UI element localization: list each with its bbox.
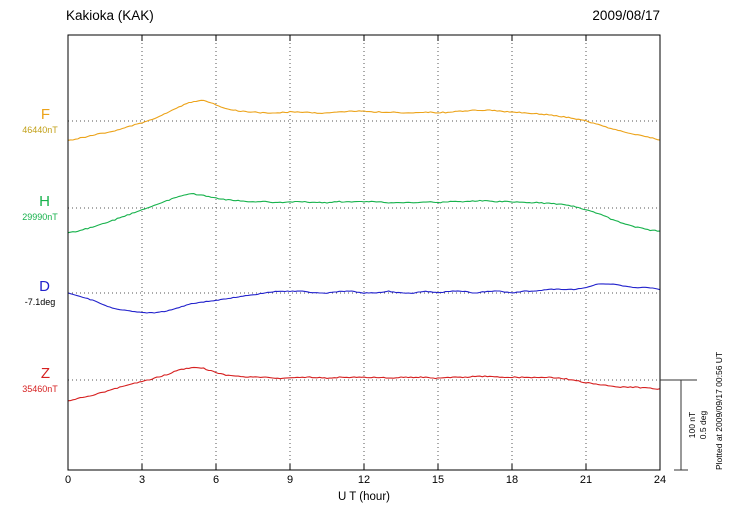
x-tick-label: 9 (286, 474, 294, 486)
trace-F (67, 99, 661, 141)
x-axis-label: U T (hour) (338, 491, 390, 503)
x-tick-label: 21 (579, 474, 593, 486)
x-tick-label: 18 (505, 474, 519, 486)
x-tick-label: 15 (431, 474, 445, 486)
series-baseline-F: 46440nT (22, 125, 58, 135)
plot-border (67, 34, 661, 471)
trace-D (67, 283, 661, 314)
x-tick-label: 6 (212, 474, 220, 486)
trace-H (67, 193, 661, 234)
series-baseline-D: -7.1deg (24, 297, 56, 307)
series-label-D: D (39, 278, 50, 295)
plot-timestamp-note: Plotted at 2009/09/17 00:56 UT (714, 351, 724, 470)
scale-bar-deg-label: 0.5 deg (698, 410, 708, 440)
x-tick-label: 12 (357, 474, 371, 486)
x-tick-label: 3 (138, 474, 146, 486)
date-label: 2009/08/17 (592, 8, 660, 23)
scale-bar-label: 100 nT 0.5 deg (687, 394, 709, 456)
series-label-F: F (40, 106, 50, 123)
series-baseline-Z: 35460nT (22, 384, 58, 394)
trace-Z (67, 366, 661, 402)
series-label-Z: Z (40, 365, 50, 382)
series-label-H: H (39, 193, 50, 210)
scale-bar-nt-label: 100 nT (687, 411, 697, 439)
x-tick-label: 24 (653, 474, 667, 486)
series-baseline-H: 29990nT (22, 212, 58, 222)
station-title: Kakioka (KAK) (66, 8, 154, 23)
x-tick-label: 0 (64, 474, 72, 486)
